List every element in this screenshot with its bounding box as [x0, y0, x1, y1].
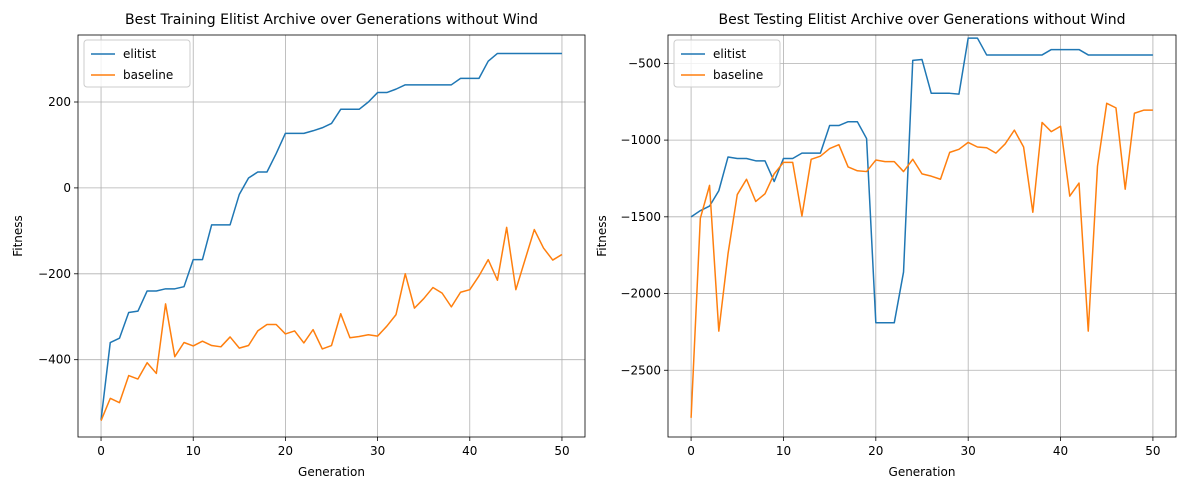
y-tick-label: 0: [63, 181, 71, 195]
y-tick-label: −200: [38, 267, 71, 281]
legend-label-baseline: baseline: [123, 68, 173, 82]
plot-frame: [667, 34, 1177, 438]
legend: elitist baseline: [83, 39, 191, 88]
y-tick-label: −2500: [620, 363, 661, 377]
x-tick-label: 10: [186, 444, 201, 458]
plot-frame: [77, 34, 586, 438]
y-axis-label: Fitness: [11, 215, 25, 257]
y-axis-label: Fitness: [595, 215, 609, 257]
x-tick-label: 20: [868, 444, 883, 458]
series-line-elitist: [690, 37, 1153, 324]
x-axis-label: Generation: [298, 465, 365, 479]
legend-label-baseline: baseline: [713, 68, 763, 82]
y-tick-label: −2000: [620, 287, 661, 301]
legend-label-elitist: elitist: [713, 47, 746, 61]
x-tick-label: 40: [462, 444, 477, 458]
x-tick-label: 50: [554, 444, 569, 458]
x-tick-label: 10: [776, 444, 791, 458]
legend-label-elitist: elitist: [123, 47, 156, 61]
x-tick-label: 20: [278, 444, 293, 458]
y-tick-label: 200: [48, 95, 71, 109]
x-tick-label: 30: [961, 444, 976, 458]
chart-title: Best Training Elitist Archive over Gener…: [125, 12, 538, 28]
x-tick-label: 50: [1145, 444, 1160, 458]
y-tick-label: −1500: [620, 210, 661, 224]
x-tick-label: 30: [370, 444, 385, 458]
chart-2: 0 10 20 30 40 50 −2500 −2000 −1500 −1000 −500 Best …: [595, 12, 1177, 479]
y-tick-label: −400: [38, 353, 71, 367]
x-tick-label: 40: [1053, 444, 1068, 458]
x-tick-label: 0: [97, 444, 105, 458]
x-tick-label: 0: [687, 444, 695, 458]
series-line-baseline: [690, 102, 1153, 418]
x-axis-label: Generation: [889, 465, 956, 479]
chart-title: Best Testing Elitist Archive over Genera…: [719, 12, 1126, 28]
y-tick-label: −1000: [620, 133, 661, 147]
series-line-elitist: [100, 52, 562, 420]
legend: elitist baseline: [673, 39, 781, 88]
y-tick-label: −500: [628, 56, 661, 70]
chart-1: 0 10 20 30 40 50 −400 −200 0 200 Best Training Eli…: [11, 12, 586, 479]
series-line-baseline: [100, 226, 563, 421]
